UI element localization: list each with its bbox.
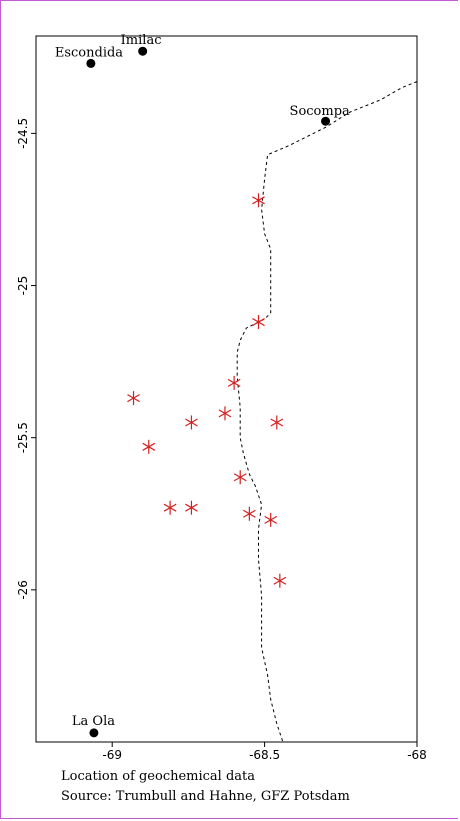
sample-point-11 xyxy=(242,506,256,521)
sample-point-12 xyxy=(264,512,278,527)
sample-point-10 xyxy=(185,500,198,515)
sample-stroke xyxy=(252,196,265,205)
y-tick-label-0: -24.5 xyxy=(16,118,30,149)
sample-stroke xyxy=(270,418,284,427)
x-tick-label-2: -68 xyxy=(407,748,427,762)
place-label-0: Escondida xyxy=(55,45,123,60)
sample-point-4 xyxy=(218,406,232,421)
caption-source: Source: Trumbull and Hahne, GFZ Potsdam xyxy=(61,789,350,804)
place-label-2: Socompa xyxy=(290,104,350,119)
sample-stroke xyxy=(127,394,140,403)
sample-stroke xyxy=(185,418,198,427)
caption-title: Location of geochemical data xyxy=(61,769,256,784)
sample-point-3 xyxy=(127,391,140,406)
sample-point-0 xyxy=(252,193,265,208)
sample-point-2 xyxy=(227,375,241,390)
sample-stroke xyxy=(227,378,241,387)
sample-stroke xyxy=(163,503,177,512)
sample-point-1 xyxy=(252,315,265,330)
place-marker-0 xyxy=(86,58,96,68)
x-tick-label-0: -69 xyxy=(102,748,122,762)
y-tick-label-2: -25.5 xyxy=(16,422,30,453)
sample-stroke xyxy=(252,318,265,327)
place-marker-3 xyxy=(89,728,99,738)
border-line xyxy=(236,81,418,743)
x-tick-label-1: -68.5 xyxy=(249,748,280,762)
sample-point-9 xyxy=(163,500,177,515)
place-marker-2 xyxy=(321,116,331,126)
sample-stroke xyxy=(185,503,198,512)
sample-point-8 xyxy=(233,470,247,485)
sample-stroke xyxy=(218,409,232,418)
y-tick-label-1: -25 xyxy=(16,276,30,296)
place-marker-1 xyxy=(138,46,148,56)
sample-point-5 xyxy=(185,415,198,430)
place-label-3: La Ola xyxy=(72,714,115,729)
sample-stroke xyxy=(273,576,287,585)
y-tick-label-3: -26 xyxy=(16,580,30,600)
sample-point-13 xyxy=(273,573,287,588)
sample-stroke xyxy=(142,442,156,451)
sample-stroke xyxy=(233,473,247,482)
plot-area xyxy=(35,35,418,743)
axis-layer: -69 -68.5 -68 -24.5 -25 -25.5 -26 xyxy=(16,118,427,762)
sample-stroke xyxy=(264,515,278,524)
sample-layer xyxy=(127,193,287,588)
border-line-layer xyxy=(236,81,418,743)
sample-stroke xyxy=(242,509,256,518)
sample-point-7 xyxy=(142,439,156,454)
place-label-1: Imilac xyxy=(121,33,162,48)
sample-point-6 xyxy=(270,415,284,430)
